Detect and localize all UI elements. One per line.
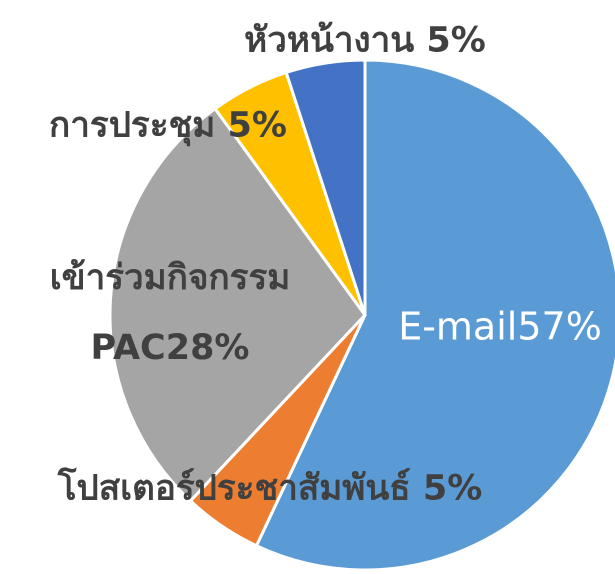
category-name: E-mail [398,304,518,349]
slice-label: โปสเตอร์ประชาสัมพันธ์ 5% [58,461,483,516]
value-label: 5% [422,468,483,509]
value-label: 5% [426,20,486,61]
pie-slice [284,58,367,316]
value-label: 28% [165,328,250,368]
slice-label: การประชุม 5% [49,98,287,153]
slice-label: E-mail57% [398,285,602,370]
pie-slice [108,106,367,504]
slice-label: เข้าร่วมกิจกรรม PAC28% [20,243,320,383]
category-name: เข้าร่วมกิจกรรม PAC [49,258,291,368]
pie-slice [254,58,615,572]
value-label: 5% [227,105,287,146]
value-label: 57% [517,304,602,349]
slice-label: หัวหน้างาน 5% [244,13,486,68]
category-name: การประชุม [49,105,216,146]
category-name: โปสเตอร์ประชาสัมพันธ์ [57,468,411,509]
category-name: หัวหน้างาน [244,20,415,61]
